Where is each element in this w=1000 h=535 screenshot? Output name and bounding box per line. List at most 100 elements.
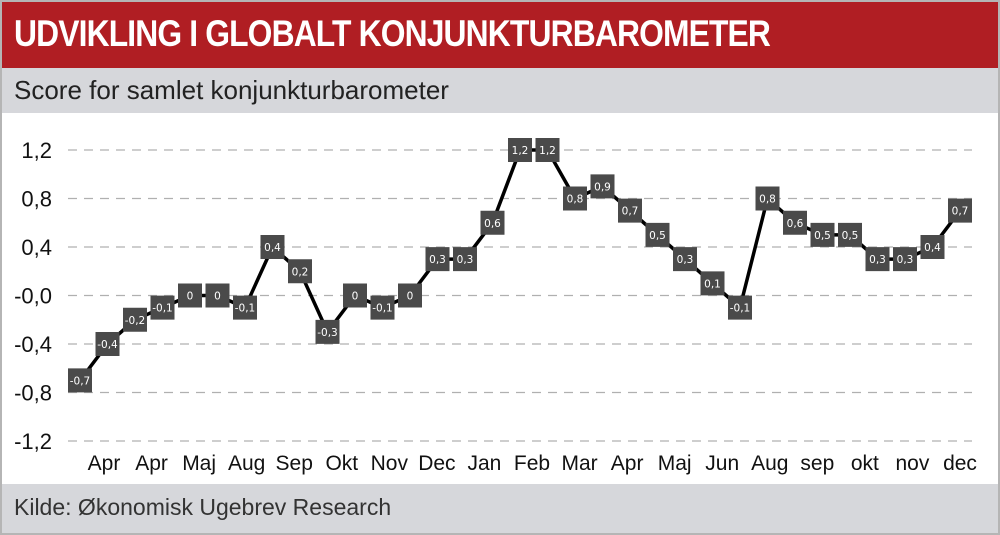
x-category-label: nov xyxy=(896,452,930,475)
data-marker xyxy=(343,283,367,308)
x-axis-category-labels: Apr Apr Maj Aug Sep Okt Nov Dec Jan Feb Mar Apr Maj J… xyxy=(88,452,977,475)
data-marker xyxy=(838,222,862,247)
data-label: 0,3 xyxy=(869,254,886,266)
series-line xyxy=(78,148,962,382)
x-category-label: Maj xyxy=(658,452,692,475)
data-label: 0,4 xyxy=(264,242,281,254)
data-marker xyxy=(288,259,312,284)
y-tick-label: -1,2 xyxy=(14,429,52,454)
data-marker xyxy=(178,283,202,308)
data-label: -0,3 xyxy=(317,327,338,339)
data-point: 0,6 xyxy=(480,210,505,235)
y-tick-label: -0,4 xyxy=(14,332,52,357)
data-label: 0,3 xyxy=(429,254,446,266)
data-label: -0,2 xyxy=(125,315,146,327)
data-marker xyxy=(370,295,395,320)
source-bar: Kilde: Økonomisk Ugebrev Research xyxy=(2,484,998,533)
y-tick-label: 0,4 xyxy=(21,235,52,260)
data-label: 0,8 xyxy=(567,194,584,206)
x-category-label: Apr xyxy=(88,452,121,475)
data-label: 0,4 xyxy=(924,242,941,254)
data-marker xyxy=(398,283,422,308)
data-marker xyxy=(260,235,285,259)
data-label: 1,2 xyxy=(512,145,529,157)
data-point: -0,1 xyxy=(728,295,752,320)
data-label: 0 xyxy=(187,291,194,303)
data-label: 0,3 xyxy=(897,254,914,266)
data-point: 0,9 xyxy=(590,174,615,199)
x-category-label: Aug xyxy=(751,452,788,475)
data-marker xyxy=(893,247,917,272)
data-marker xyxy=(920,235,945,259)
data-point: 0,7 xyxy=(948,198,972,223)
data-point: 0,8 xyxy=(563,186,587,211)
y-axis-tick-labels: 1,2 0,8 0,4 -0,0 -0,4 -0,8 -1,2 xyxy=(14,138,52,454)
data-point: 0,2 xyxy=(288,259,312,284)
x-category-label: sep xyxy=(800,452,834,475)
data-point: 1,2 xyxy=(508,138,532,162)
data-label: 0,6 xyxy=(484,218,501,230)
data-label: 0,5 xyxy=(649,230,666,242)
data-marker xyxy=(425,247,450,272)
x-category-label: Feb xyxy=(514,452,550,475)
y-tick-label: -0,0 xyxy=(14,284,52,309)
data-marker xyxy=(563,186,587,211)
data-marker xyxy=(618,198,642,223)
data-label: 0,3 xyxy=(457,254,474,266)
data-markers: -0,7 -0,4 -0,2 -0,1 0 0 -0,1 0,4 0,2 -0,3 0 -0,1 0 0,… xyxy=(68,138,972,393)
data-marker xyxy=(205,283,230,308)
data-marker xyxy=(233,295,257,320)
x-category-label: Nov xyxy=(371,452,409,475)
data-point: -0,2 xyxy=(123,307,147,332)
chart-subtitle: Score for samlet konjunkturbarometer xyxy=(14,75,449,105)
data-marker xyxy=(453,247,477,272)
data-point: -0,4 xyxy=(95,332,120,356)
data-label: 0 xyxy=(214,291,221,303)
data-marker xyxy=(508,138,532,162)
data-label: 0,7 xyxy=(952,206,969,218)
data-marker xyxy=(535,138,560,162)
data-point: 0,1 xyxy=(700,271,725,296)
data-point: 0,7 xyxy=(618,198,642,223)
data-point: 0,3 xyxy=(673,247,697,272)
data-label: 0,7 xyxy=(622,206,639,218)
y-tick-label: 1,2 xyxy=(21,138,52,163)
data-marker xyxy=(123,307,147,332)
data-marker xyxy=(590,174,615,199)
line-chart: 1,2 0,8 0,4 -0,0 -0,4 -0,8 -1,2 Apr Apr Maj Aug Se… xyxy=(14,138,977,475)
data-label: 0,9 xyxy=(594,181,611,193)
data-point: 0 xyxy=(205,283,230,308)
data-marker xyxy=(645,222,670,247)
x-category-label: Mar xyxy=(561,452,597,475)
data-marker xyxy=(728,295,752,320)
data-label: -0,7 xyxy=(70,375,91,387)
x-category-label: Dec xyxy=(418,452,455,475)
x-category-label: Apr xyxy=(135,452,168,475)
series-polyline xyxy=(78,148,962,382)
data-marker xyxy=(315,319,340,344)
y-tick-label: 0,8 xyxy=(21,187,52,212)
x-category-label: Jan xyxy=(468,452,502,475)
data-label: 0,6 xyxy=(787,218,804,230)
data-point: 0 xyxy=(178,283,202,308)
x-category-label: Jun xyxy=(705,452,739,475)
x-category-label: Apr xyxy=(611,452,644,475)
data-marker xyxy=(865,247,890,272)
data-point: -0,7 xyxy=(68,368,92,393)
data-label: 0,8 xyxy=(759,194,776,206)
data-point: -0,1 xyxy=(370,295,395,320)
source-note: Kilde: Økonomisk Ugebrev Research xyxy=(14,494,392,520)
data-marker xyxy=(480,210,505,235)
x-category-label: Maj xyxy=(182,452,216,475)
data-point: 0,5 xyxy=(810,222,835,247)
data-marker xyxy=(673,247,697,272)
title-bar: UDVIKLING I GLOBALT KONJUNKTURBAROMETER xyxy=(2,2,998,68)
data-marker xyxy=(150,295,175,320)
data-point: 1,2 xyxy=(535,138,560,162)
data-label: -0,1 xyxy=(372,303,393,315)
data-point: 0,6 xyxy=(783,210,807,235)
data-point: 0,8 xyxy=(755,186,780,211)
data-label: 0 xyxy=(352,291,359,303)
data-point: 0 xyxy=(398,283,422,308)
x-category-label: Sep xyxy=(276,452,313,475)
